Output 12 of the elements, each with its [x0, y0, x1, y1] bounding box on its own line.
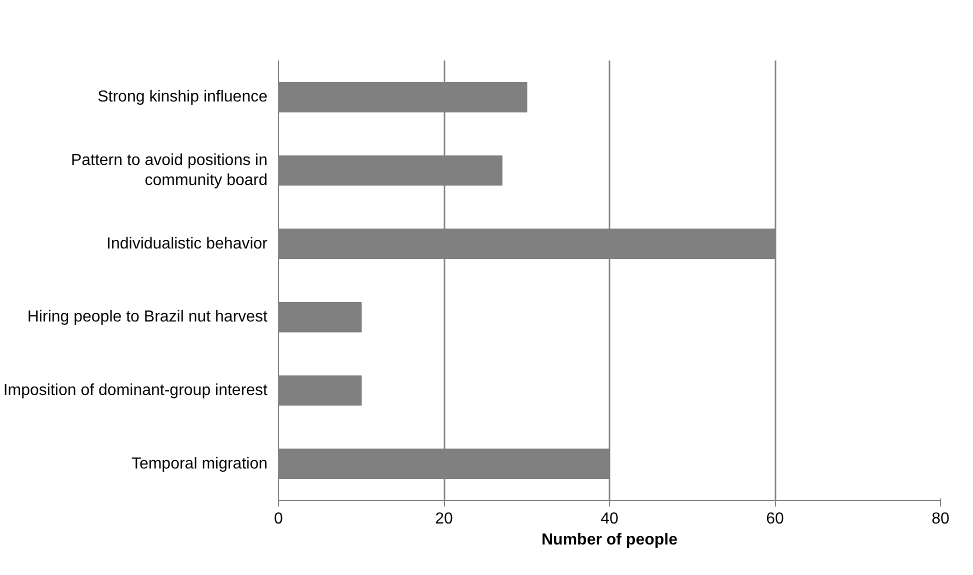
y-tick-label: Pattern to avoid positions in community board — [70, 152, 268, 190]
y-tick-label: Hiring people to Brazil nut harvest — [27, 308, 268, 326]
x-tick-label: 40 — [600, 510, 618, 528]
x-tick-label: 60 — [766, 510, 784, 528]
x-axis-title: Number of people — [541, 532, 678, 548]
y-tick-label: Individualistic behavior — [106, 235, 268, 252]
y-tick-label: Strong kinship influence — [98, 88, 268, 106]
x-tick-label: 80 — [932, 510, 950, 528]
x-tick-label: 0 — [274, 510, 284, 528]
x-tick-label: 20 — [435, 510, 453, 528]
y-tick-label: Imposition of dominant-group interest — [3, 382, 268, 399]
y-tick-label: Temporal migration — [131, 455, 268, 472]
